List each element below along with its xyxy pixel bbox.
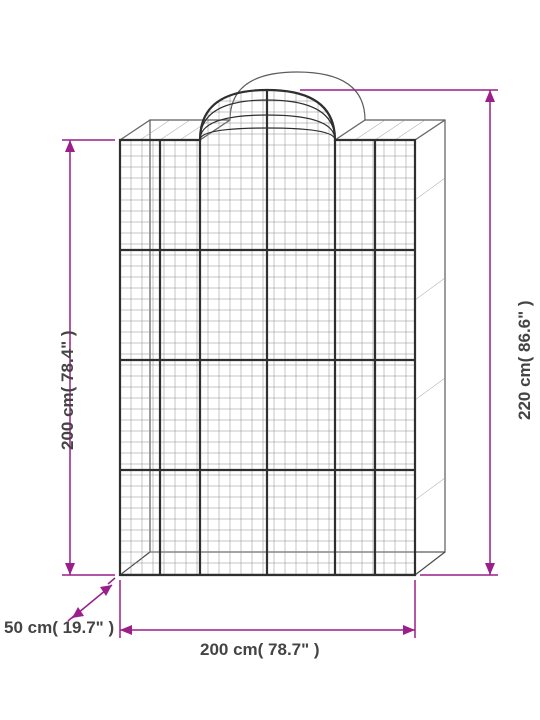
dim-depth (68, 578, 115, 621)
label-depth: 50 cm( 19.7" ) (4, 618, 114, 638)
figure-canvas: 200 cm( 78.4" ) 220 cm( 86.6" ) 200 cm( … (0, 0, 540, 720)
label-width-bottom: 200 cm( 78.7" ) (200, 640, 320, 660)
label-height-right: 220 cm( 86.6" ) (515, 300, 535, 420)
dim-width-bottom (120, 580, 415, 638)
dim-height-right (300, 90, 498, 575)
label-height-left: 200 cm( 78.4" ) (58, 330, 78, 450)
product-drawing (0, 0, 540, 720)
